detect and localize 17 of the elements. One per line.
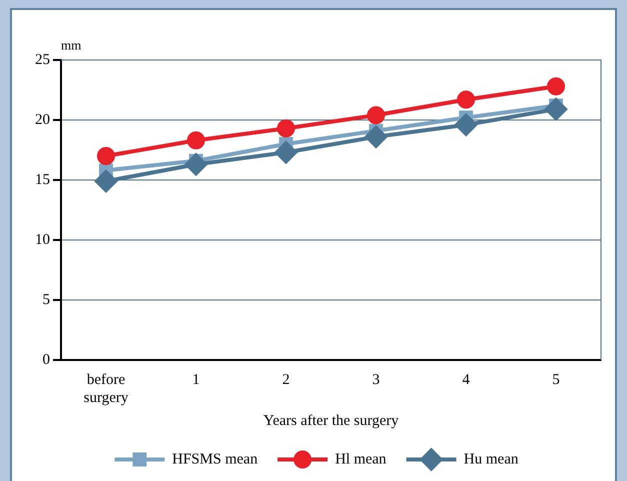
legend-label: Hu mean — [464, 451, 519, 468]
x-tick-label: before surgery — [84, 372, 129, 406]
legend-label: Hl mean — [335, 451, 387, 468]
x-tick-label: 4 — [462, 372, 470, 388]
y-tick-label: 0 — [42, 352, 50, 368]
y-tick-label: 20 — [35, 112, 50, 128]
y-tick-label: 10 — [35, 232, 50, 248]
y-tick-label: 15 — [35, 172, 50, 188]
x-tick-label: 2 — [282, 372, 290, 388]
y-axis-title: mm — [61, 37, 82, 52]
x-tick-label: 1 — [192, 372, 200, 388]
y-tick-label: 5 — [42, 292, 50, 308]
x-axis-title: Years after the surgery — [263, 412, 400, 429]
y-tick-label: 25 — [35, 52, 50, 68]
legend-label: HFSMS mean — [172, 451, 258, 468]
x-tick-label: 5 — [552, 372, 560, 388]
x-tick-label: 3 — [372, 372, 380, 388]
